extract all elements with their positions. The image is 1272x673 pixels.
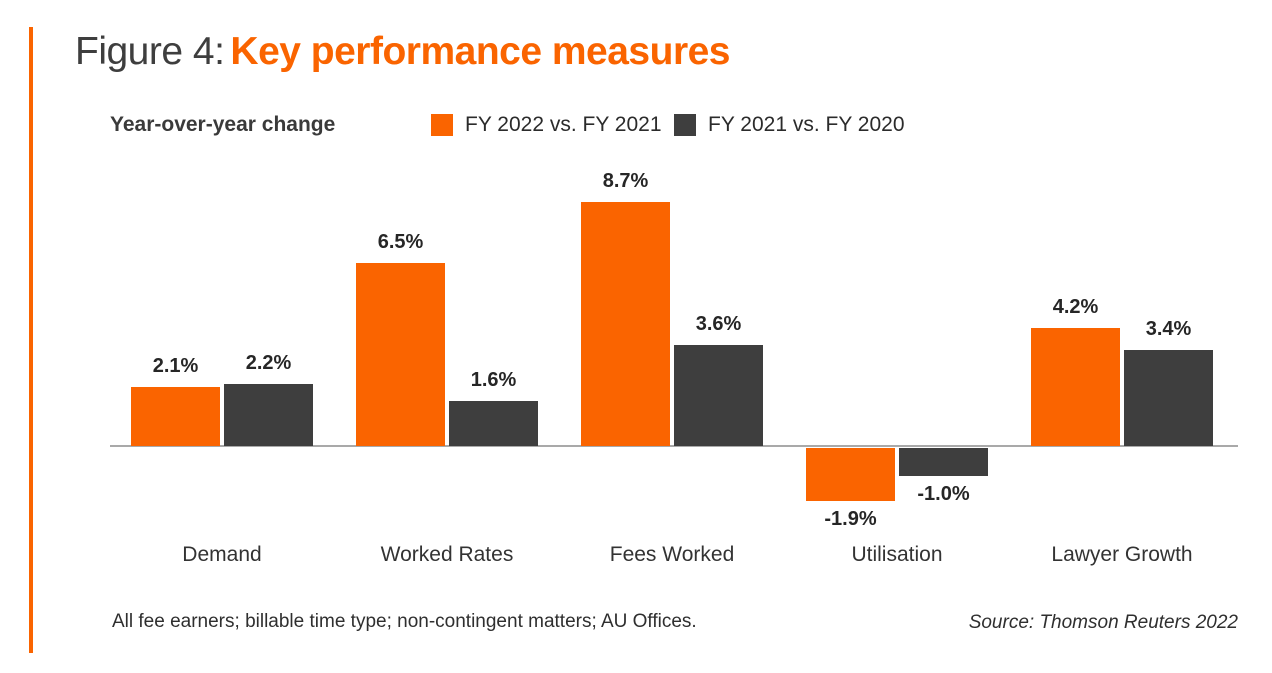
bar-fy-2022-vs-fy-2021-worked-rates: [356, 263, 445, 446]
figure-title: Figure 4: Key performance measures: [75, 30, 730, 74]
bar-fy-2022-vs-fy-2021-demand: [131, 387, 220, 446]
bar-value-label-fy-2022-vs-fy-2021-lawyer-growth: 4.2%: [1052, 296, 1099, 318]
bar-fy-2021-vs-fy-2020-worked-rates: [449, 401, 538, 446]
legend-item-fy2021-vs-fy2020: FY 2021 vs. FY 2020: [674, 113, 905, 137]
figure-label: Figure 4:: [75, 30, 225, 73]
bar-fy-2021-vs-fy-2020-utilisation: [899, 448, 988, 476]
source-credit: Source: Thomson Reuters 2022: [968, 612, 1238, 633]
bar-fy-2021-vs-fy-2020-fees-worked: [674, 345, 763, 446]
bar-value-label-fy-2021-vs-fy-2020-fees-worked: 3.6%: [695, 313, 742, 335]
bar-fy-2021-vs-fy-2020-lawyer-growth: [1124, 350, 1213, 446]
bar-value-label-fy-2022-vs-fy-2021-fees-worked: 8.7%: [602, 170, 649, 192]
bar-value-label-fy-2021-vs-fy-2020-utilisation: -1.0%: [917, 483, 970, 505]
bar-fy-2022-vs-fy-2021-fees-worked: [581, 202, 670, 446]
legend-label-fy2021-vs-fy2020: FY 2021 vs. FY 2020: [708, 113, 905, 136]
category-label-worked-rates: Worked Rates: [380, 543, 514, 566]
category-label-lawyer-growth: Lawyer Growth: [1051, 543, 1193, 566]
x-axis-line: [110, 445, 1238, 447]
category-label-demand: Demand: [182, 543, 262, 566]
footnote: All fee earners; billable time type; non…: [112, 611, 697, 632]
y-axis-label: Year-over-year change: [110, 113, 336, 136]
bar-fy-2021-vs-fy-2020-demand: [224, 384, 313, 446]
figure-name: Key performance measures: [230, 30, 730, 73]
bar-value-label-fy-2022-vs-fy-2021-utilisation: -1.9%: [824, 508, 877, 530]
bar-value-label-fy-2021-vs-fy-2020-worked-rates: 1.6%: [470, 369, 517, 391]
bar-fy-2022-vs-fy-2021-utilisation: [806, 448, 895, 501]
orange-accent-rule: [29, 27, 33, 653]
legend-swatch-dark-icon: [674, 114, 696, 136]
legend-item-fy2022-vs-fy2021: FY 2022 vs. FY 2021: [431, 113, 662, 137]
bar-value-label-fy-2021-vs-fy-2020-lawyer-growth: 3.4%: [1145, 318, 1192, 340]
legend-swatch-orange-icon: [431, 114, 453, 136]
bar-value-label-fy-2022-vs-fy-2021-worked-rates: 6.5%: [377, 231, 424, 253]
legend-label-fy2022-vs-fy2021: FY 2022 vs. FY 2021: [465, 113, 662, 136]
bar-value-label-fy-2021-vs-fy-2020-demand: 2.2%: [245, 352, 292, 374]
category-label-utilisation: Utilisation: [851, 543, 943, 566]
bar-fy-2022-vs-fy-2021-lawyer-growth: [1031, 328, 1120, 446]
category-label-fees-worked: Fees Worked: [609, 543, 735, 566]
bar-value-label-fy-2022-vs-fy-2021-demand: 2.1%: [152, 355, 199, 377]
